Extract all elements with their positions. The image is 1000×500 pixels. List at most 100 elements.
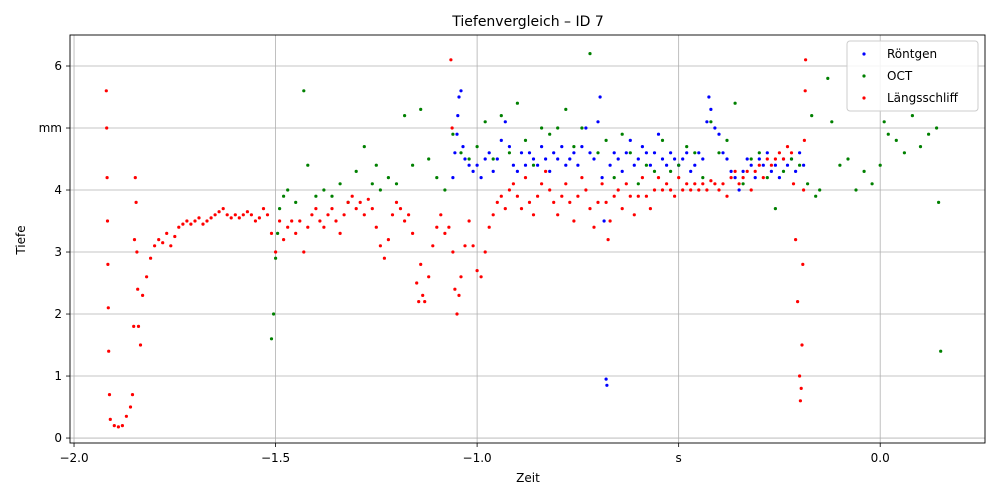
data-point [261, 207, 266, 211]
data-point [548, 169, 552, 173]
data-point [374, 163, 378, 167]
data-point [620, 169, 624, 173]
x-axis: −2.0 −1.5 −1.0 s 0.0 [59, 443, 890, 465]
data-point [531, 213, 536, 217]
data-point [870, 182, 874, 186]
data-point [515, 194, 520, 198]
data-point [461, 145, 465, 149]
data-point [350, 194, 354, 198]
data-point [697, 188, 701, 192]
data-point [116, 425, 120, 429]
data-point [556, 213, 560, 217]
data-point [616, 157, 620, 161]
data-point [519, 151, 524, 155]
data-point [803, 89, 807, 93]
data-point [354, 207, 358, 211]
data-point [138, 343, 143, 347]
data-point [511, 163, 515, 167]
data-points [104, 52, 943, 429]
data-point [656, 176, 661, 180]
data-point [576, 163, 580, 167]
data-point [656, 132, 661, 136]
data-point [665, 163, 669, 167]
data-point [249, 213, 253, 217]
data-point [483, 157, 487, 161]
data-point [749, 157, 753, 161]
data-point [584, 126, 588, 130]
data-point [302, 250, 306, 254]
legend-marker [862, 74, 866, 78]
x-tick-label: 0.0 [871, 451, 890, 465]
data-point [777, 151, 782, 155]
data-point [334, 219, 338, 223]
data-point [415, 281, 419, 285]
data-point [556, 157, 560, 161]
data-point [403, 219, 407, 223]
data-point [564, 107, 568, 111]
data-point [132, 324, 136, 328]
data-point [105, 219, 110, 223]
data-point [161, 241, 165, 245]
data-point [935, 126, 939, 130]
data-point [447, 225, 451, 229]
data-point [499, 194, 503, 198]
data-point [669, 151, 673, 155]
data-point [374, 225, 378, 229]
data-point [604, 138, 608, 142]
data-point [278, 207, 282, 211]
y-axis-label: Tiefe [14, 225, 28, 255]
data-point [185, 219, 189, 223]
y-tick-label: 2 [54, 307, 62, 321]
data-point [519, 207, 524, 211]
data-point [157, 238, 161, 242]
data-point [652, 169, 657, 173]
data-point [479, 176, 483, 180]
data-point [902, 151, 907, 155]
data-point [741, 182, 745, 186]
legend-label: Röntgen [887, 47, 937, 61]
data-point [765, 176, 769, 180]
data-point [927, 132, 931, 136]
data-point [697, 151, 701, 155]
data-point [854, 188, 858, 192]
x-tick-label: −1.0 [463, 451, 492, 465]
data-point [135, 250, 139, 254]
data-point [540, 145, 544, 149]
data-point [878, 163, 882, 167]
data-point [105, 126, 109, 130]
data-point [804, 58, 808, 62]
data-point [274, 256, 278, 260]
data-point [721, 182, 725, 186]
data-point [544, 157, 548, 161]
data-point [107, 393, 112, 397]
data-point [801, 262, 805, 266]
data-point [540, 126, 544, 130]
data-point [612, 194, 616, 198]
data-point [777, 176, 782, 180]
data-point [798, 374, 802, 378]
data-point [818, 188, 822, 192]
data-point [725, 138, 729, 142]
data-point [753, 169, 757, 173]
data-point [701, 157, 705, 161]
data-point [717, 188, 721, 192]
data-point [233, 213, 237, 217]
data-point [132, 238, 137, 242]
data-point [241, 213, 245, 217]
data-point [471, 244, 475, 248]
data-point [781, 169, 786, 173]
data-point [459, 89, 463, 93]
data-point [507, 145, 511, 149]
data-point [939, 349, 943, 353]
data-point [753, 176, 757, 180]
data-point [338, 182, 342, 186]
data-point [411, 231, 415, 235]
data-point [499, 138, 503, 142]
data-point [411, 163, 415, 167]
data-point [794, 238, 798, 242]
data-point [802, 163, 806, 167]
data-point [515, 101, 520, 105]
data-point [455, 312, 459, 316]
data-point [794, 169, 798, 173]
plot-background [70, 35, 985, 443]
